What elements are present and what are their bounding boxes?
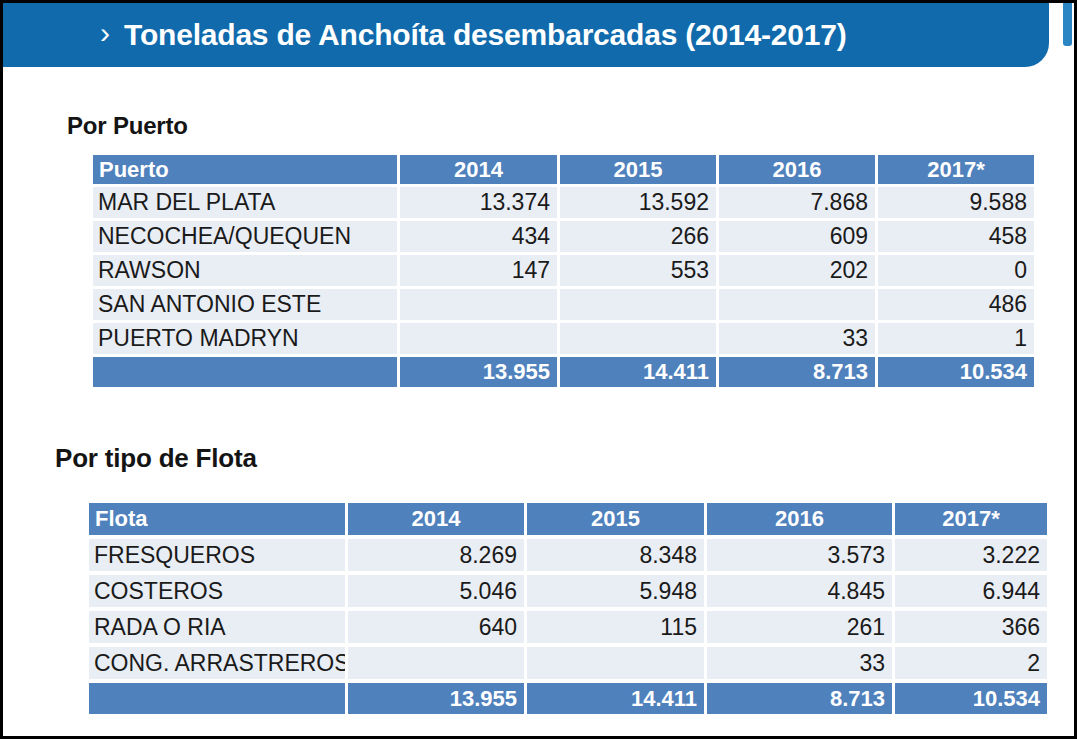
column-header-2017: 2017* (878, 155, 1034, 184)
section-heading-por-tipo-de-flota: Por tipo de Flota (55, 444, 257, 473)
total-cell: 14.411 (527, 683, 704, 714)
column-header-flota: Flota (89, 503, 345, 535)
value-cell: 33 (707, 647, 892, 679)
value-cell (719, 289, 875, 320)
total-cell: 10.534 (878, 357, 1034, 387)
port-name-cell: NECOCHEA/QUEQUEN (93, 221, 397, 252)
total-cell: 13.955 (400, 357, 557, 387)
value-cell: 640 (348, 611, 524, 643)
value-cell: 609 (719, 221, 875, 252)
chevron-right-icon: › (100, 18, 110, 53)
port-name-cell: MAR DEL PLATA (93, 187, 397, 218)
table-por-puerto: Puerto 2014 2015 2016 2017* MAR DEL PLAT… (93, 155, 1034, 387)
column-header-puerto: Puerto (93, 155, 397, 184)
value-cell: 8.269 (348, 539, 524, 571)
fleet-name-cell: RADA O RIA (89, 611, 345, 643)
value-cell (400, 323, 557, 354)
value-cell (527, 647, 704, 679)
total-cell: 14.411 (560, 357, 716, 387)
total-cell: 8.713 (707, 683, 892, 714)
port-name-cell: SAN ANTONIO ESTE (93, 289, 397, 320)
value-cell: 366 (895, 611, 1047, 643)
port-name-cell: RAWSON (93, 255, 397, 286)
value-cell: 3.573 (707, 539, 892, 571)
value-cell: 8.348 (527, 539, 704, 571)
value-cell (348, 647, 524, 679)
value-cell (560, 289, 716, 320)
total-cell: 10.534 (895, 683, 1047, 714)
column-header-2015: 2015 (560, 155, 716, 184)
slide-frame: › Toneladas de Anchoíta desembarcadas (2… (0, 0, 1077, 739)
value-cell: 202 (719, 255, 875, 286)
fleet-name-cell: CONG. ARRASTREROS (89, 647, 345, 679)
fleet-name-cell: COSTEROS (89, 575, 345, 607)
column-header-2017: 2017* (895, 503, 1047, 535)
value-cell: 486 (878, 289, 1034, 320)
title-bar: › Toneladas de Anchoíta desembarcadas (2… (3, 3, 1049, 67)
value-cell: 13.374 (400, 187, 557, 218)
value-cell: 9.588 (878, 187, 1034, 218)
value-cell: 115 (527, 611, 704, 643)
value-cell (400, 289, 557, 320)
fleet-name-cell: FRESQUEROS (89, 539, 345, 571)
value-cell: 2 (895, 647, 1047, 679)
title-bar-corner-tab (1063, 3, 1072, 46)
column-header-2016: 2016 (719, 155, 875, 184)
value-cell: 458 (878, 221, 1034, 252)
value-cell: 4.845 (707, 575, 892, 607)
table-por-tipo-de-flota: Flota 2014 2015 2016 2017* FRESQUEROS 8.… (89, 503, 1047, 714)
value-cell: 553 (560, 255, 716, 286)
total-label-cell (93, 357, 397, 387)
value-cell: 7.868 (719, 187, 875, 218)
value-cell: 1 (878, 323, 1034, 354)
total-label-cell (89, 683, 345, 714)
value-cell: 33 (719, 323, 875, 354)
column-header-2014: 2014 (400, 155, 557, 184)
value-cell (560, 323, 716, 354)
port-name-cell: PUERTO MADRYN (93, 323, 397, 354)
value-cell: 147 (400, 255, 557, 286)
value-cell: 266 (560, 221, 716, 252)
value-cell: 3.222 (895, 539, 1047, 571)
value-cell: 5.948 (527, 575, 704, 607)
value-cell: 0 (878, 255, 1034, 286)
total-cell: 8.713 (719, 357, 875, 387)
column-header-2014: 2014 (348, 503, 524, 535)
column-header-2016: 2016 (707, 503, 892, 535)
value-cell: 434 (400, 221, 557, 252)
page-title: Toneladas de Anchoíta desembarcadas (201… (124, 18, 847, 52)
section-heading-por-puerto: Por Puerto (67, 113, 188, 139)
value-cell: 5.046 (348, 575, 524, 607)
value-cell: 13.592 (560, 187, 716, 218)
value-cell: 6.944 (895, 575, 1047, 607)
column-header-2015: 2015 (527, 503, 704, 535)
total-cell: 13.955 (348, 683, 524, 714)
value-cell: 261 (707, 611, 892, 643)
